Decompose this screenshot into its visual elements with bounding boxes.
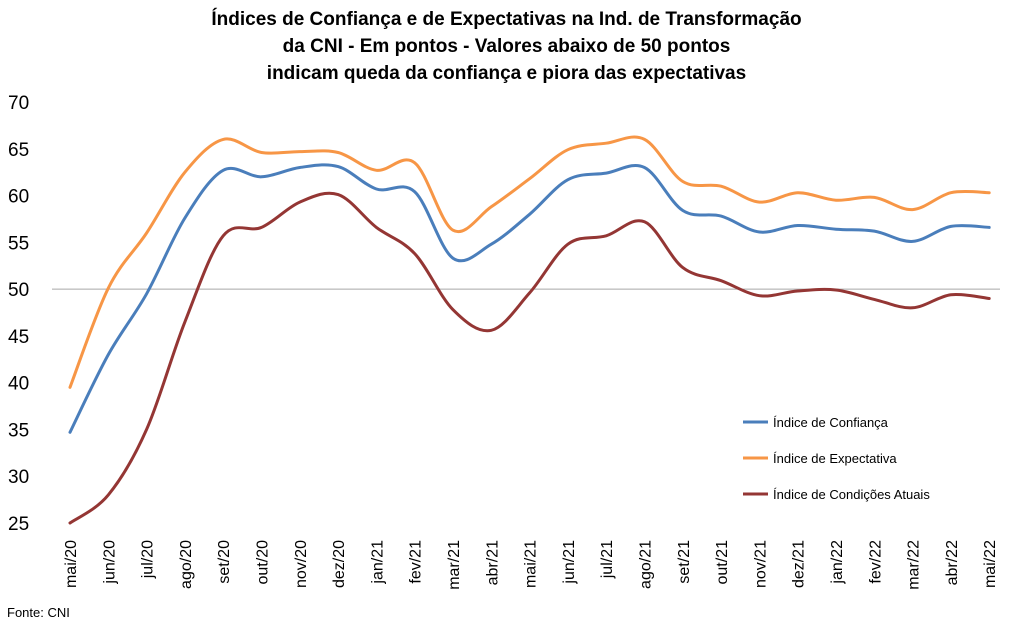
y-tick-label: 70 (8, 93, 29, 114)
x-tick-label: fev/22 (867, 540, 884, 584)
x-tick-label: mai/21 (523, 540, 540, 588)
x-tick-label: abr/21 (484, 540, 501, 585)
y-tick-label: 40 (8, 374, 29, 395)
x-tick-label: jun/21 (561, 540, 578, 585)
legend-label: Índice de Condições Atuais (773, 487, 930, 502)
x-tick-label: ago/20 (178, 540, 195, 589)
x-tick-label: set/20 (216, 540, 233, 584)
series-lines (68, 135, 991, 525)
x-tick-label: nov/20 (293, 540, 310, 588)
series-line-indice-de-confianca (68, 163, 991, 434)
legend-label: Índice de Confiança (773, 415, 889, 430)
x-tick-label: mai/20 (63, 540, 80, 588)
x-tick-label: jul/21 (599, 540, 616, 579)
x-tick-label: jan/22 (829, 540, 846, 585)
y-axis-tick-labels: 25 30 35 40 45 50 55 60 65 70 (8, 93, 29, 535)
y-tick-label: 55 (8, 233, 29, 254)
series-line-indice-de-expectativa (68, 135, 991, 389)
x-tick-label: jan/21 (369, 540, 386, 585)
y-tick-label: 65 (8, 140, 29, 161)
y-tick-label: 25 (8, 514, 29, 535)
chart-title-line-3: indicam queda da confiança e piora das e… (266, 63, 747, 84)
x-tick-label: nov/21 (752, 540, 769, 588)
x-tick-label: fev/21 (408, 540, 425, 584)
y-tick-label: 45 (8, 327, 29, 348)
chart-title-line-1: Índices de Confiança e de Expectativas n… (211, 9, 802, 30)
chart-title-line-2: da CNI - Em pontos - Valores abaixo de 5… (282, 36, 731, 57)
x-tick-label: out/21 (714, 540, 731, 585)
x-tick-label: mar/22 (906, 540, 923, 590)
y-tick-label: 60 (8, 187, 29, 208)
legend-entry-indice-de-confianca: Índice de Confiança (743, 415, 889, 430)
x-tick-label: dez/21 (791, 540, 808, 588)
x-tick-label: abr/22 (944, 540, 961, 585)
x-axis-tick-labels: mai/20 jun/20 jul/20 ago/20 set/20 out/20 nov/… (63, 540, 999, 590)
x-tick-label: mar/21 (446, 540, 463, 590)
chart-title: Índices de Confiança e de Expectativas n… (0, 6, 1013, 87)
series-line-indice-de-condicoes-atuais (68, 191, 991, 525)
y-tick-label: 50 (8, 280, 29, 301)
legend: Índice de Confiança Índice de Expectativa… (743, 415, 930, 502)
y-tick-label: 30 (8, 467, 29, 488)
legend-entry-indice-de-expectativa: Índice de Expectativa (743, 451, 897, 466)
x-tick-label: jun/20 (101, 540, 118, 585)
x-tick-label: mai/22 (982, 540, 999, 588)
y-tick-label: 35 (8, 420, 29, 441)
x-tick-label: out/20 (255, 540, 272, 585)
x-tick-label: ago/21 (638, 540, 655, 589)
x-tick-label: dez/20 (331, 540, 348, 588)
source-note: Fonte: CNI (7, 605, 70, 620)
legend-label: Índice de Expectativa (773, 451, 897, 466)
legend-entry-indice-de-condicoes-atuais: Índice de Condições Atuais (743, 487, 930, 502)
x-tick-label: set/21 (676, 540, 693, 584)
x-tick-label: jul/20 (140, 540, 157, 579)
